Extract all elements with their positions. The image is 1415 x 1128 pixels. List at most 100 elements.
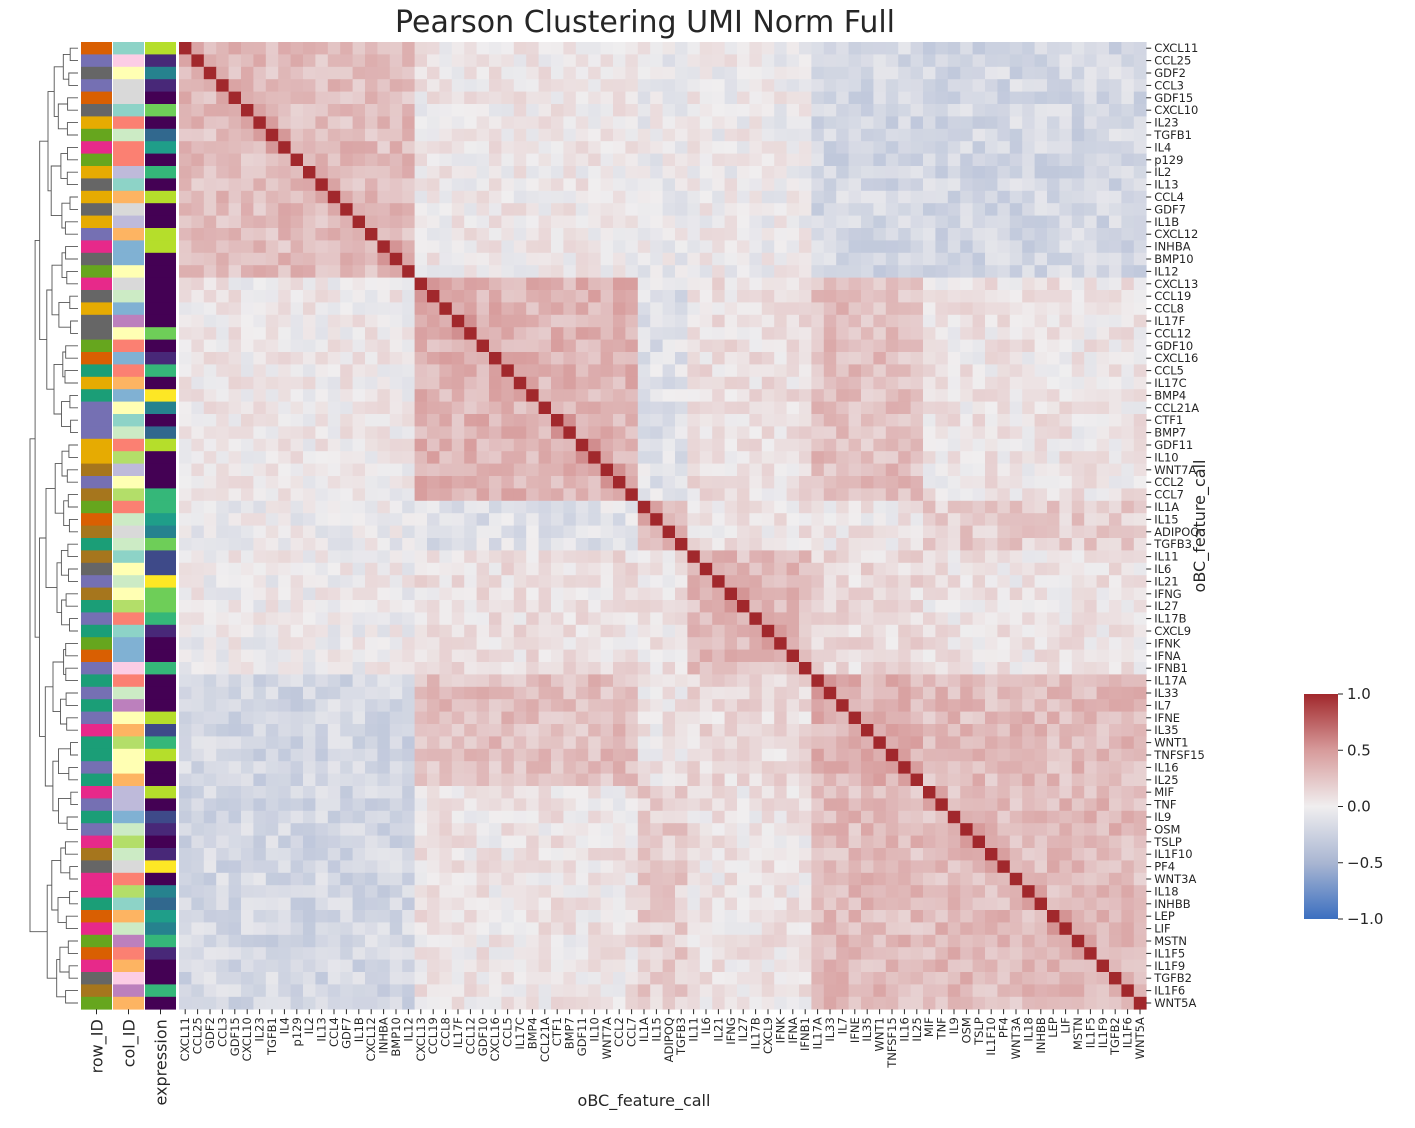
heatmap-cell — [389, 500, 403, 514]
heatmap-cell — [439, 426, 453, 440]
heatmap-cell — [315, 513, 329, 526]
heatmap-cell — [761, 637, 775, 650]
heatmap-cell — [861, 637, 874, 650]
heatmap-cell — [538, 364, 552, 378]
heatmap-cell — [228, 637, 242, 650]
heatmap-cell — [1133, 339, 1147, 353]
heatmap-cell — [774, 290, 787, 303]
heatmap-cell — [427, 240, 440, 254]
heatmap-cell — [786, 624, 800, 638]
heatmap-cell — [1034, 166, 1048, 179]
heatmap-cell — [1059, 562, 1073, 576]
heatmap-cell — [588, 587, 601, 601]
heatmap-cell — [873, 525, 887, 539]
heatmap-cell — [749, 327, 763, 340]
heatmap-cell — [997, 562, 1011, 576]
heatmap-cell — [303, 376, 316, 390]
heatmap-cell — [203, 215, 217, 229]
heatmap-cell — [699, 91, 713, 105]
heatmap-cell — [501, 252, 515, 266]
heatmap-cell — [737, 54, 750, 68]
heatmap-cell — [600, 166, 614, 179]
heatmap-cell — [575, 228, 589, 241]
heatmap-cell — [836, 761, 849, 774]
heatmap-cell — [898, 686, 911, 700]
heatmap-cell — [365, 376, 378, 390]
heatmap-cell — [1009, 699, 1023, 712]
heatmap-cell — [960, 190, 973, 204]
heatmap-cell — [464, 166, 477, 179]
heatmap-cell — [675, 600, 688, 613]
heatmap-cell — [377, 203, 391, 216]
heatmap-cell — [972, 686, 986, 700]
heatmap-cell — [985, 66, 998, 80]
heatmap-cell — [873, 153, 887, 167]
heatmap-cell — [464, 686, 477, 700]
heatmap-cell — [1071, 538, 1085, 551]
heatmap-cell — [191, 612, 205, 626]
heatmap-cell — [439, 327, 453, 340]
heatmap-cell — [1084, 476, 1097, 489]
heatmap-cell — [389, 302, 403, 316]
heatmap-cell — [910, 550, 924, 564]
heatmap-cell — [501, 500, 515, 514]
heatmap-cell — [1071, 637, 1085, 650]
dendrogram-link — [44, 686, 53, 787]
heatmap-cell — [352, 538, 366, 551]
heatmap-cell — [885, 314, 899, 328]
heatmap-cell — [885, 612, 899, 626]
heatmap-cell — [699, 376, 713, 390]
heatmap-cell — [365, 637, 378, 650]
heatmap-cell — [476, 401, 490, 415]
heatmap-cell — [216, 79, 229, 92]
heatmap-cell — [327, 141, 341, 154]
heatmap-cell — [985, 252, 998, 266]
heatmap-cell — [191, 91, 205, 105]
heatmap-cell — [265, 674, 279, 688]
heatmap-cell — [1071, 228, 1085, 241]
heatmap-cell — [699, 736, 713, 750]
heatmap-cell — [836, 562, 849, 576]
heatmap-cell — [997, 91, 1011, 105]
heatmap-cell — [749, 761, 763, 774]
heatmap-cell — [774, 674, 787, 688]
heatmap-cell — [947, 277, 961, 291]
heatmap-cell — [501, 699, 515, 712]
heatmap-cell — [910, 438, 924, 452]
heatmap-cell — [253, 451, 267, 464]
heatmap-cell — [898, 252, 911, 266]
heatmap-cell — [761, 128, 775, 142]
annotation-cell — [81, 438, 112, 452]
heatmap-cell — [1034, 141, 1048, 154]
heatmap-cell — [985, 240, 998, 254]
heatmap-cell — [563, 203, 577, 216]
heatmap-cell — [786, 426, 800, 440]
heatmap-cell — [563, 401, 577, 415]
heatmap-cell — [650, 773, 663, 787]
heatmap-cell — [414, 463, 428, 477]
heatmap-cell — [861, 290, 874, 303]
heatmap-cell — [712, 488, 725, 502]
heatmap-cell — [402, 525, 415, 539]
heatmap-cell — [1022, 674, 1035, 688]
heatmap-cell — [538, 302, 552, 316]
heatmap-cell — [538, 153, 552, 167]
heatmap-cell — [861, 438, 874, 452]
heatmap-cell — [1047, 761, 1060, 774]
heatmap-cell — [637, 314, 651, 328]
heatmap-cell — [439, 141, 453, 154]
heatmap-cell — [1084, 54, 1097, 68]
heatmap-cell — [464, 414, 477, 427]
heatmap-cell — [476, 190, 490, 204]
heatmap-cell — [563, 265, 577, 278]
heatmap-cell — [538, 550, 552, 564]
heatmap-cell — [563, 711, 577, 725]
heatmap-cell — [1096, 637, 1110, 650]
heatmap-cell — [960, 550, 973, 564]
heatmap-cell — [836, 277, 849, 291]
heatmap-cell — [724, 513, 738, 526]
heatmap-cell — [414, 500, 428, 514]
heatmap-cell — [241, 426, 254, 440]
heatmap-cell — [340, 290, 353, 303]
heatmap-cell — [985, 624, 998, 638]
